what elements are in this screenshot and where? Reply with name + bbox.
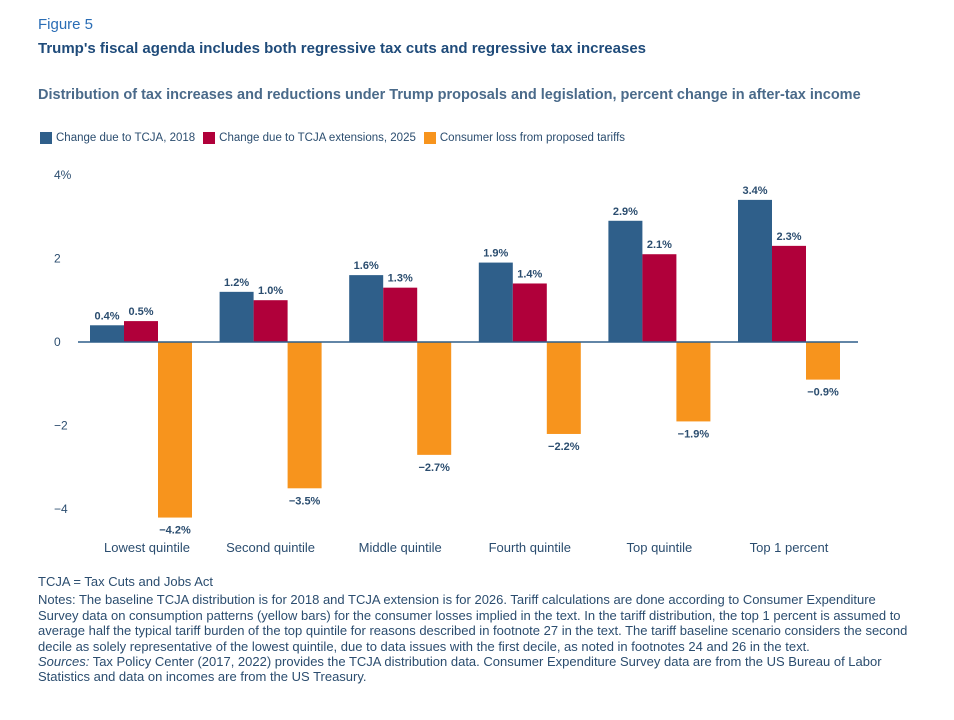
data-label: 1.4% <box>517 268 542 280</box>
legend-item-tariffs: Consumer loss from proposed tariffs <box>423 132 626 144</box>
x-tick-label: Fourth quintile <box>489 540 571 555</box>
bar <box>383 287 418 342</box>
data-label: 1.6% <box>354 260 379 272</box>
bar <box>772 245 806 342</box>
chart-title: Distribution of tax increases and reduct… <box>38 87 861 103</box>
abbreviation-note: TCJA = Tax Cuts and Jobs Act <box>38 574 213 589</box>
bar <box>349 275 384 342</box>
x-tick-label: Top 1 percent <box>750 540 829 555</box>
x-tick-label: Second quintile <box>226 540 315 555</box>
data-label: −4.2% <box>159 525 191 537</box>
data-label: −1.9% <box>678 428 710 440</box>
data-label: 2.9% <box>613 206 638 218</box>
sources-text: Sources: Tax Policy Center (2017, 2022) … <box>38 654 918 685</box>
data-label: 3.4% <box>742 185 767 197</box>
sources-label: Sources: <box>38 654 90 670</box>
legend-label-tcja-2025: Change due to TCJA extensions, 2025 <box>219 132 416 144</box>
y-tick-label: 0 <box>54 335 61 349</box>
legend-swatch-tcja-2025 <box>203 132 216 144</box>
legend-label-tariffs: Consumer loss from proposed tariffs <box>439 132 626 144</box>
bar <box>738 199 772 342</box>
bar-chart: 4% 2 0 −2 −4 0.4% 0.5% −4.2% Lowest quintile 1.2%… <box>54 168 858 555</box>
data-label: −0.9% <box>807 387 839 399</box>
data-label: −2.7% <box>418 462 450 474</box>
legend-label-tcja-2018: Change due to TCJA, 2018 <box>56 132 196 144</box>
bar <box>806 342 840 380</box>
data-label: −2.2% <box>548 441 580 453</box>
data-label: 1.9% <box>483 248 508 260</box>
legend: Change due to TCJA, 2018 Change due to T… <box>40 132 633 144</box>
bar <box>417 342 452 455</box>
data-label: 1.0% <box>258 285 283 297</box>
data-label: −3.5% <box>289 495 321 507</box>
bar <box>478 262 513 342</box>
bar <box>546 342 581 434</box>
x-tick-label: Top quintile <box>627 540 693 555</box>
bar <box>608 220 643 342</box>
data-label: 1.3% <box>388 273 413 285</box>
bar <box>253 300 288 342</box>
notes-text: Notes: The baseline TCJA distribution is… <box>38 592 908 654</box>
data-label: 2.3% <box>776 231 801 243</box>
bar <box>676 342 711 422</box>
legend-swatch-tariffs <box>423 132 436 144</box>
data-label: 0.5% <box>128 306 153 318</box>
y-tick-label: 4% <box>54 168 72 182</box>
bar <box>642 254 677 342</box>
data-label: 2.1% <box>647 239 672 251</box>
y-tick-label: −2 <box>54 419 68 433</box>
bar <box>512 283 547 342</box>
bar <box>219 291 254 342</box>
legend-swatch-tcja-2018 <box>40 132 52 144</box>
data-label: 1.2% <box>224 277 249 289</box>
y-tick-label: 2 <box>54 251 61 265</box>
headline: Trump's fiscal agenda includes both regr… <box>38 40 646 57</box>
bar <box>287 342 322 489</box>
footer: TCJA = Tax Cuts and Jobs Act Notes: The … <box>38 574 918 685</box>
x-tick-label: Lowest quintile <box>104 540 190 555</box>
x-tick-label: Middle quintile <box>359 540 442 555</box>
y-tick-label: −4 <box>54 502 68 516</box>
figure-label: Figure 5 <box>38 16 94 33</box>
bar <box>124 321 158 342</box>
legend-item-tcja-2025: Change due to TCJA extensions, 2025 <box>203 132 416 144</box>
legend-item-tcja-2018: Change due to TCJA, 2018 <box>40 132 195 144</box>
bar <box>90 325 124 342</box>
bar <box>158 342 192 518</box>
data-label: 0.4% <box>94 310 119 322</box>
sources-body: Tax Policy Center (2017, 2022) provides … <box>38 654 882 685</box>
